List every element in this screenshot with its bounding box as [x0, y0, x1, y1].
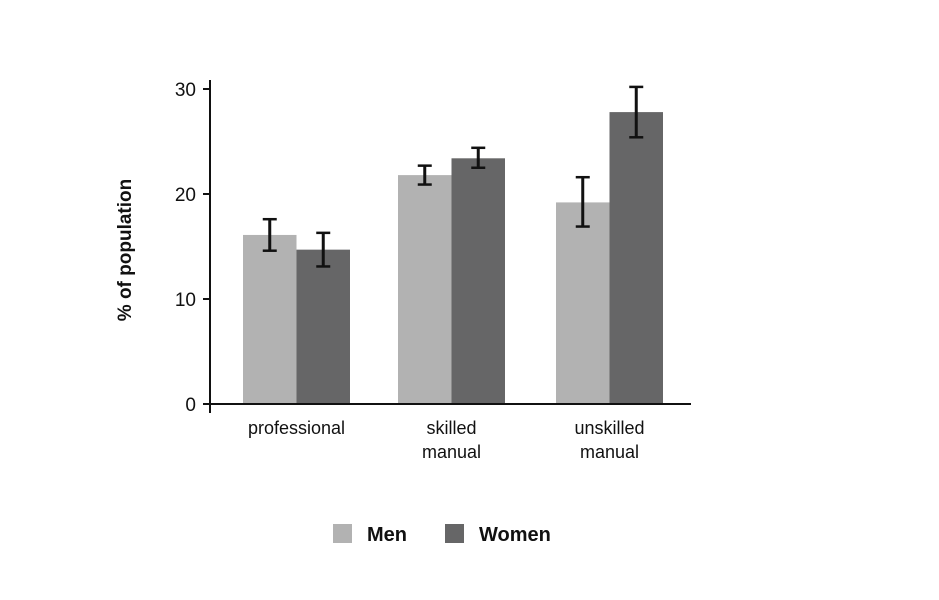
legend-swatch — [333, 524, 352, 543]
x-tick-label: skilled manual — [422, 418, 481, 462]
x-tick-label: unskilled manual — [574, 418, 644, 462]
bars-layer — [243, 112, 663, 404]
legend: Men Women — [333, 524, 551, 546]
error-bar-women-2 — [629, 85, 644, 139]
error-bars-layer — [262, 85, 644, 268]
y-ticks: 0 10 20 30 — [175, 80, 210, 416]
error-bar-men-1 — [417, 164, 432, 186]
bar-women-2 — [609, 112, 663, 404]
legend-label: Women — [479, 524, 551, 546]
bar-men-0 — [243, 234, 297, 404]
bar-men-1 — [398, 175, 452, 404]
bar-men-2 — [556, 202, 610, 404]
error-bar-women-1 — [471, 146, 486, 169]
axes — [203, 80, 691, 413]
y-tick-label: 30 — [175, 80, 196, 101]
error-bar-men-2 — [575, 175, 590, 228]
error-bar-men-0 — [262, 217, 277, 252]
legend-item-men: Men — [333, 524, 407, 546]
bar-women-0 — [296, 249, 350, 404]
y-tick-label: 20 — [175, 185, 196, 206]
error-bar-women-0 — [316, 231, 331, 268]
bar-women-1 — [451, 158, 505, 404]
y-tick-label: 0 — [185, 395, 196, 416]
y-axis-label: % of population — [115, 179, 136, 321]
legend-swatch — [445, 524, 464, 543]
x-tick-label: professional — [248, 418, 345, 438]
y-tick-label: 10 — [175, 290, 196, 311]
x-tick-labels: professional skilled manual unskilled manual — [248, 418, 645, 462]
legend-label: Men — [367, 524, 407, 546]
legend-item-women: Women — [445, 524, 551, 546]
